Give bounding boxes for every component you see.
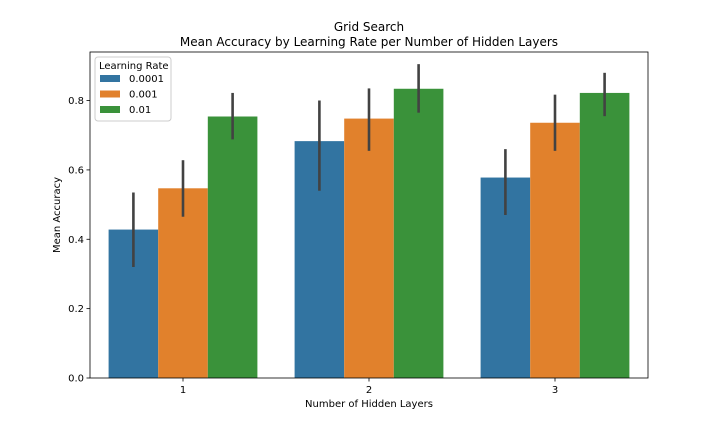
legend-label-0.01: 0.01 — [129, 105, 151, 116]
chart-subtitle: Mean Accuracy by Learning Rate per Numbe… — [180, 35, 558, 49]
bar-0.01-1 — [207, 116, 258, 379]
bar-0.001-3 — [530, 122, 580, 379]
bars-group — [108, 88, 630, 379]
bar-0.01-2 — [393, 88, 444, 378]
plot-frame — [89, 51, 649, 379]
bar-0.001-2 — [344, 118, 394, 379]
legend-swatch-0.01 — [100, 106, 120, 113]
y-tick-label-0.6: 0.6 — [68, 165, 84, 176]
legend-swatch-0.001 — [100, 90, 120, 98]
x-tick-label-2: 2 — [366, 385, 372, 396]
legend-swatch-0.0001 — [100, 75, 120, 82]
bar-0.001-1 — [158, 188, 208, 378]
error-bars-group — [132, 64, 606, 268]
legend-label-0.001: 0.001 — [129, 90, 158, 101]
y-axis-label: Mean Accuracy — [52, 177, 63, 253]
y-tick-label-0.2: 0.2 — [68, 304, 84, 315]
y-axis: 0.0 0.2 0.4 0.6 0.8 — [68, 96, 90, 385]
legend-title: Learning Rate — [99, 61, 169, 72]
legend: Learning Rate 0.0001 0.001 0.01 — [94, 56, 172, 122]
x-axis-label: Number of Hidden Layers — [305, 399, 433, 410]
y-tick-label-0.8: 0.8 — [68, 96, 84, 107]
legend-label-0.0001: 0.0001 — [129, 74, 164, 85]
x-tick-label-1: 1 — [180, 385, 186, 396]
x-axis: 1 2 3 — [180, 378, 558, 396]
legend-box — [94, 56, 172, 122]
chart-title: Grid Search — [334, 20, 404, 34]
y-tick-label-0.0: 0.0 — [68, 374, 84, 385]
x-tick-label-3: 3 — [552, 385, 558, 396]
bar-0.01-3 — [579, 92, 630, 378]
y-tick-label-0.4: 0.4 — [68, 235, 84, 246]
